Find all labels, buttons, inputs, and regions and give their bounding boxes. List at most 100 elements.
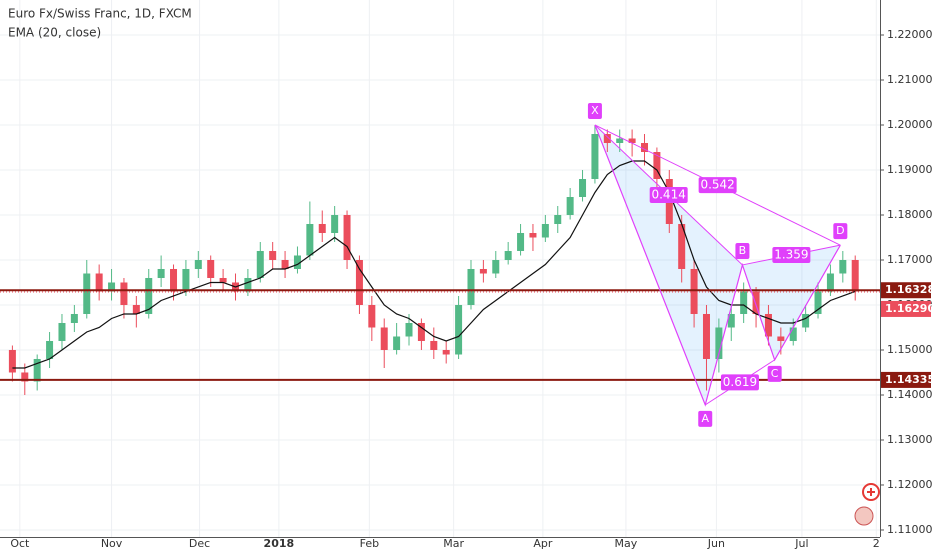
candle-body — [517, 232, 525, 251]
candle-body — [492, 259, 500, 274]
y-tick-label: 1.15000 — [887, 343, 932, 356]
candle-body — [529, 232, 537, 238]
candle-body — [293, 255, 301, 269]
candle-body — [145, 277, 153, 314]
candle-body — [318, 223, 326, 233]
candle-body — [802, 313, 810, 328]
candle-body — [653, 152, 661, 179]
x-tick-label: 2 — [873, 537, 880, 550]
candle-body — [269, 250, 277, 260]
pattern-point-label: D — [836, 224, 844, 237]
candle-body — [678, 223, 686, 269]
candle-body — [541, 223, 549, 238]
candle-body — [343, 214, 351, 260]
x-tick-label: Feb — [360, 537, 379, 550]
alert-icon-plus — [867, 488, 875, 496]
y-tick-label: 1.18000 — [887, 208, 932, 221]
level-label-bg — [881, 282, 931, 299]
pattern-point-bg — [698, 410, 713, 427]
candle-body — [702, 313, 710, 359]
candle-body — [814, 291, 822, 314]
candle-body — [405, 322, 413, 337]
candle-body — [566, 196, 574, 215]
candle-body — [21, 372, 29, 382]
candle-body — [306, 223, 314, 256]
pattern-point-bg — [833, 223, 848, 240]
x-tick-label: Mar — [443, 537, 464, 550]
y-tick-label: 1.11000 — [887, 523, 932, 536]
candle-body — [467, 268, 475, 305]
ema-line — [12, 160, 856, 369]
chart-title: Euro Fx/Swiss Franc, 1D, FXCM — [8, 7, 192, 21]
candle-body — [442, 349, 450, 355]
candle-body — [244, 277, 252, 292]
candle-body — [628, 138, 636, 144]
ratio-label: 0.619 — [723, 375, 757, 389]
candle-body — [120, 282, 128, 305]
candle-body — [8, 349, 16, 373]
candle-body — [281, 259, 289, 269]
candle-body — [393, 336, 401, 350]
candle-body — [690, 268, 698, 314]
pattern-point-bg — [767, 365, 782, 382]
candle-body — [58, 322, 66, 341]
ratio-label: 0.414 — [651, 187, 685, 201]
candle-body — [789, 327, 797, 341]
candle-body — [207, 259, 215, 278]
candle-body — [256, 250, 264, 278]
candle-body — [70, 313, 78, 323]
candle-body — [752, 291, 760, 314]
candle-body — [616, 138, 624, 144]
candle-body — [591, 134, 599, 179]
y-tick-label: 1.20000 — [887, 118, 932, 131]
x-tick-label: Apr — [533, 537, 553, 550]
y-tick-label: 1.21000 — [887, 73, 932, 86]
candle-body — [851, 259, 859, 292]
avatar-icon[interactable] — [854, 506, 874, 526]
candle-body — [219, 277, 227, 283]
candle-body — [455, 304, 463, 355]
ratio-label: 0.542 — [700, 178, 734, 192]
candle-body — [777, 336, 785, 341]
level-label: 1.14335 — [885, 373, 932, 386]
candle-body — [46, 340, 54, 359]
x-tick-label: 2018 — [264, 537, 295, 550]
pattern-point-label: C — [771, 367, 779, 380]
x-tick-label: Jun — [707, 537, 725, 550]
candle-body — [417, 322, 425, 341]
x-tick-label: Jul — [794, 537, 808, 550]
ratio-label-bg — [772, 247, 811, 264]
candle-body — [641, 143, 649, 153]
candle-body — [132, 304, 140, 314]
y-tick-label: 1.22000 — [887, 28, 932, 41]
y-tick-label: 1.13000 — [887, 433, 932, 446]
pattern-point-label: B — [739, 244, 747, 257]
candle-body — [368, 304, 376, 328]
candle-body — [479, 268, 487, 274]
candle-body — [504, 250, 512, 260]
candle-body — [157, 268, 165, 278]
candle-body — [554, 214, 562, 224]
candle-body — [826, 273, 834, 292]
candle-body — [839, 259, 847, 274]
candle-body — [331, 214, 339, 233]
candle-body — [740, 291, 748, 314]
level-label-bg — [881, 371, 931, 388]
candle-body — [108, 282, 116, 292]
pattern-point-bg — [735, 242, 750, 259]
candle-body — [33, 358, 41, 382]
candle-body — [194, 259, 202, 269]
candle-body — [182, 268, 190, 292]
y-tick-label: 1.12000 — [887, 478, 932, 491]
ratio-label: 1.359 — [774, 248, 808, 262]
candle-body — [95, 273, 103, 292]
ratio-label-bg — [720, 374, 759, 391]
ratio-label-bg — [649, 186, 688, 203]
indicator-label: EMA (20, close) — [8, 26, 101, 40]
pattern-point-bg — [587, 103, 602, 120]
candle-body — [579, 179, 587, 197]
x-tick-label: Dec — [189, 537, 210, 550]
x-tick-label: Nov — [101, 537, 123, 550]
